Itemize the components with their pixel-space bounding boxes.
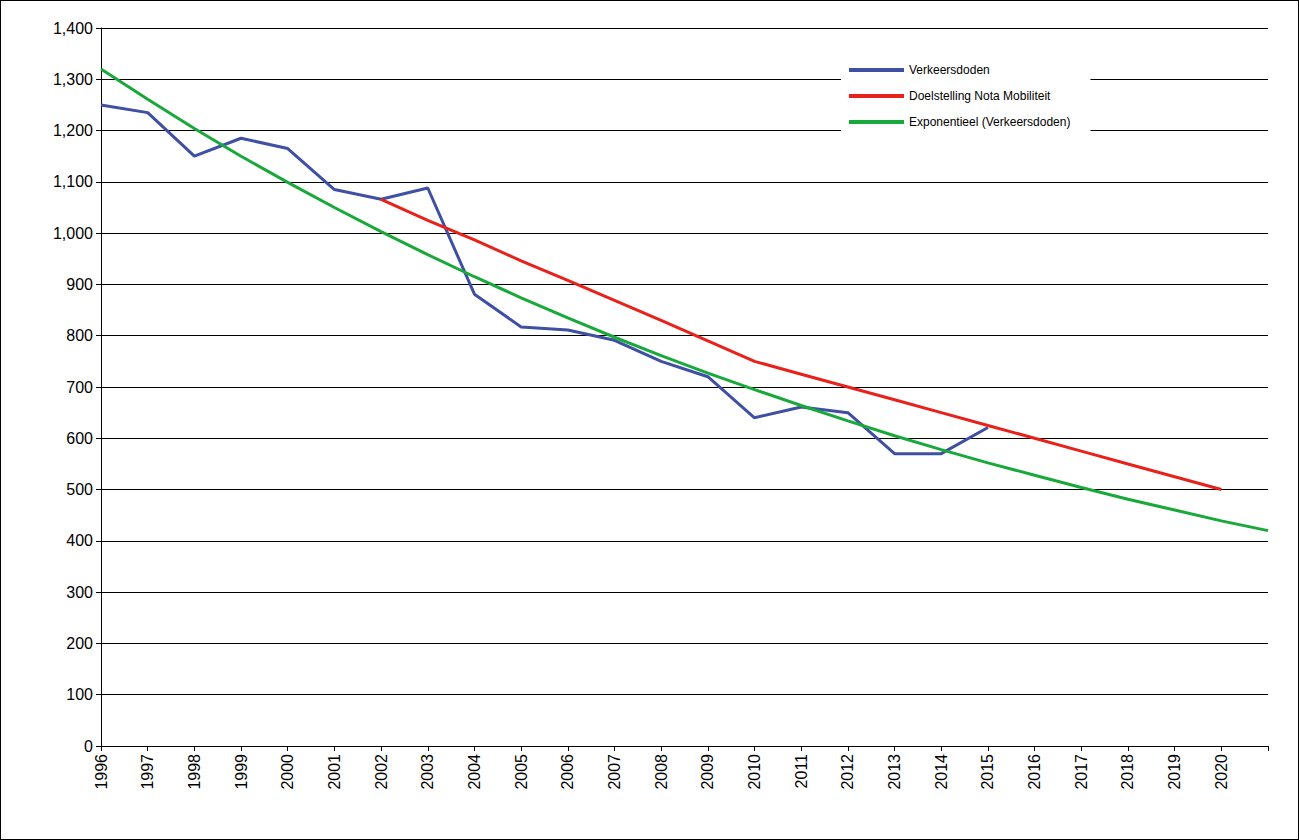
svg-text:2012: 2012: [839, 754, 856, 790]
svg-text:2009: 2009: [699, 754, 716, 790]
svg-text:100: 100: [66, 686, 93, 703]
svg-text:Doelstelling Nota Mobiliteit: Doelstelling Nota Mobiliteit: [909, 89, 1051, 103]
svg-text:2017: 2017: [1073, 754, 1090, 790]
svg-text:1999: 1999: [233, 754, 250, 790]
svg-text:2015: 2015: [979, 754, 996, 790]
svg-text:1998: 1998: [186, 754, 203, 790]
svg-text:1,400: 1,400: [53, 20, 93, 37]
svg-text:400: 400: [66, 532, 93, 549]
svg-text:1996: 1996: [93, 754, 110, 790]
svg-text:2007: 2007: [606, 754, 623, 790]
svg-text:1,000: 1,000: [53, 225, 93, 242]
svg-text:2008: 2008: [653, 754, 670, 790]
svg-text:Exponentieel (Verkeersdoden): Exponentieel (Verkeersdoden): [909, 115, 1070, 129]
svg-text:500: 500: [66, 481, 93, 498]
svg-text:1,100: 1,100: [53, 173, 93, 190]
svg-text:0: 0: [84, 738, 93, 755]
svg-text:2010: 2010: [746, 754, 763, 790]
svg-text:2014: 2014: [933, 754, 950, 790]
svg-text:2004: 2004: [466, 754, 483, 790]
svg-text:200: 200: [66, 635, 93, 652]
svg-text:1997: 1997: [139, 754, 156, 790]
svg-text:600: 600: [66, 430, 93, 447]
svg-text:1,200: 1,200: [53, 122, 93, 139]
svg-text:2006: 2006: [559, 754, 576, 790]
svg-text:Verkeersdoden: Verkeersdoden: [909, 63, 990, 77]
svg-text:2019: 2019: [1166, 754, 1183, 790]
svg-text:2001: 2001: [326, 754, 343, 790]
svg-text:300: 300: [66, 584, 93, 601]
svg-text:1,300: 1,300: [53, 71, 93, 88]
svg-text:2013: 2013: [886, 754, 903, 790]
svg-text:2016: 2016: [1026, 754, 1043, 790]
svg-text:700: 700: [66, 379, 93, 396]
svg-text:2020: 2020: [1213, 754, 1230, 790]
svg-text:2000: 2000: [279, 754, 296, 790]
svg-text:2005: 2005: [513, 754, 530, 790]
svg-text:800: 800: [66, 327, 93, 344]
svg-text:2011: 2011: [793, 754, 810, 789]
svg-text:2018: 2018: [1119, 754, 1136, 790]
svg-text:2003: 2003: [419, 754, 436, 790]
svg-text:900: 900: [66, 276, 93, 293]
svg-text:2002: 2002: [373, 754, 390, 790]
